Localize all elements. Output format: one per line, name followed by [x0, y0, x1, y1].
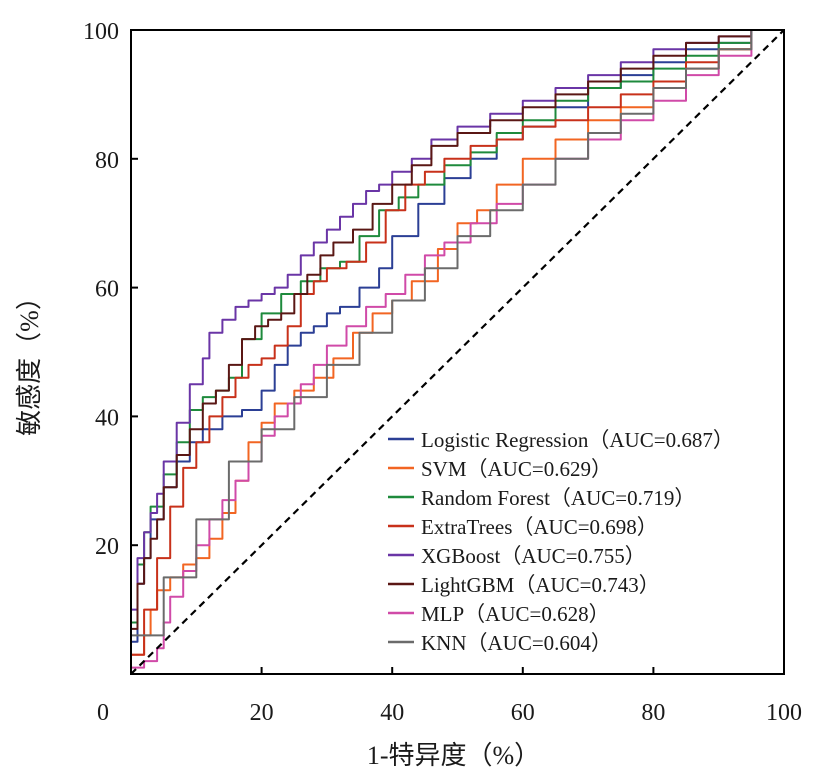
legend-label-xgboost: XGBoost（AUC=0.755）	[421, 544, 646, 568]
roc-curve-knn	[130, 29, 784, 674]
axis-ticks: 0 20 40 60 80 100 20 40 60 80 100	[83, 19, 802, 726]
y-tick-label: 40	[95, 405, 119, 431]
roc-curve-svm	[130, 29, 784, 674]
plot-frame	[130, 29, 785, 675]
x-tick-label: 60	[511, 700, 535, 726]
x-tick-label: 0	[97, 700, 109, 726]
legend-label-logistic-regression: Logistic Regression（AUC=0.687）	[421, 428, 734, 452]
y-tick-label: 80	[95, 148, 119, 174]
x-axis-label: 1-特异度（%）	[367, 741, 540, 770]
roc-curve-extratrees	[130, 29, 784, 674]
legend-label-svm: SVM（AUC=0.629）	[421, 457, 612, 481]
legend-label-random-forest: Random Forest（AUC=0.719）	[421, 486, 695, 510]
x-tick-label: 80	[641, 700, 665, 726]
x-tick-label: 100	[766, 700, 802, 726]
reference-diagonal-line	[130, 29, 785, 675]
x-tick-label: 20	[250, 700, 274, 726]
legend: Logistic Regression（AUC=0.687） SVM（AUC=0.…	[388, 428, 734, 655]
y-tick-label: 60	[95, 277, 119, 303]
legend-label-mlp: MLP（AUC=0.628）	[421, 602, 610, 626]
y-tick-label: 20	[95, 534, 119, 560]
legend-label-lightgbm: LightGBM（AUC=0.743）	[421, 573, 660, 597]
y-tick-label: 100	[83, 19, 119, 45]
x-tick-label: 40	[380, 700, 404, 726]
roc-curves	[130, 29, 784, 674]
legend-label-knn: KNN（AUC=0.604）	[421, 631, 612, 655]
roc-curve-lightgbm	[130, 29, 784, 674]
legend-label-extratrees: ExtraTrees（AUC=0.698）	[421, 515, 658, 539]
y-axis-label: 敏感度（%）	[15, 284, 44, 436]
